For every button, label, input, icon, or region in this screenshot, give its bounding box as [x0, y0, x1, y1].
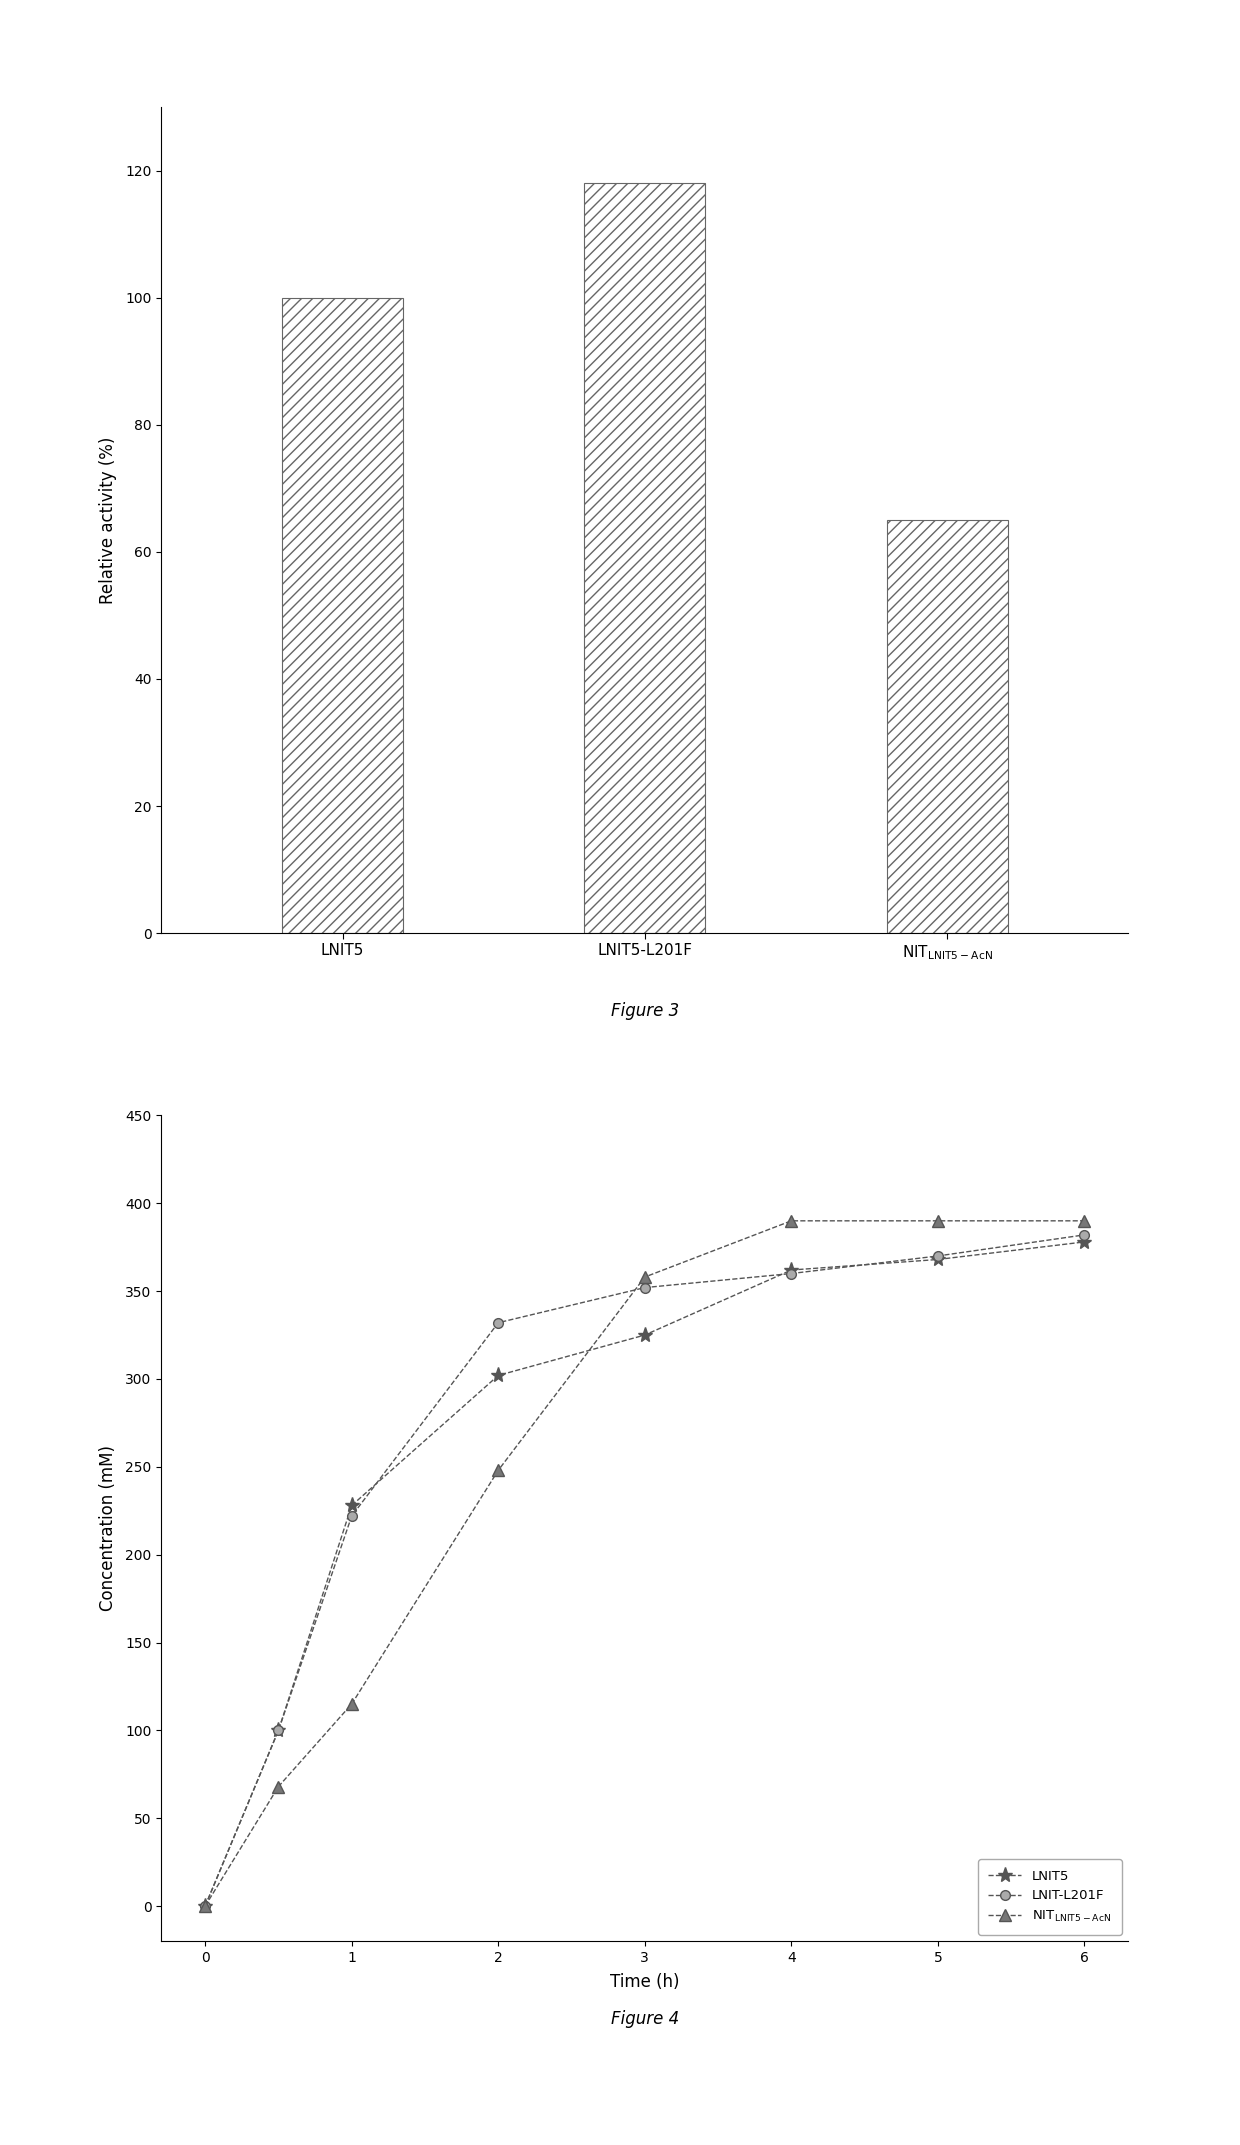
Bar — [887, 519, 1008, 933]
Bar — [283, 298, 403, 933]
Y-axis label: Relative activity (%): Relative activity (%) — [99, 435, 117, 605]
Text: Figure 3: Figure 3 — [610, 1002, 680, 1019]
Y-axis label: Concentration (mM): Concentration (mM) — [99, 1446, 117, 1611]
Text: Figure 4: Figure 4 — [610, 2010, 680, 2027]
Legend: LNIT5, LNIT-L201F, NIT$_{\mathregular{LNIT5-AcN}}$: LNIT5, LNIT-L201F, NIT$_{\mathregular{LN… — [978, 1860, 1122, 1935]
X-axis label: Time (h): Time (h) — [610, 1973, 680, 1991]
Bar — [584, 184, 706, 933]
